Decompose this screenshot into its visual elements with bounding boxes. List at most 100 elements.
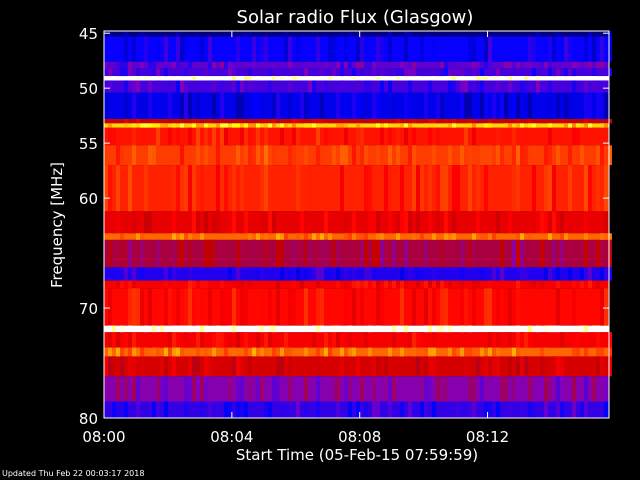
band-texture <box>448 123 452 128</box>
band-texture <box>184 80 188 93</box>
band-texture <box>276 118 280 124</box>
band-texture <box>220 80 224 93</box>
band-texture <box>392 92 396 119</box>
band-texture <box>244 31 248 37</box>
band-texture <box>604 401 608 418</box>
band-texture <box>592 376 596 402</box>
band-texture <box>576 76 580 81</box>
band-texture <box>404 325 408 333</box>
band-texture <box>516 280 520 289</box>
band-texture <box>204 211 208 234</box>
band-texture <box>136 118 140 124</box>
band-texture <box>548 36 552 62</box>
band-texture <box>416 76 420 81</box>
band-texture <box>604 288 608 326</box>
band-texture <box>128 80 132 93</box>
band-texture <box>544 376 548 402</box>
band-texture <box>164 68 168 77</box>
band-texture <box>564 123 568 128</box>
band-texture <box>432 118 436 124</box>
band-texture <box>412 31 416 37</box>
band-texture <box>600 401 604 418</box>
band-texture <box>108 356 112 377</box>
band-texture <box>108 68 112 77</box>
band-texture <box>128 239 132 268</box>
band-texture <box>244 92 248 119</box>
band-texture <box>344 347 348 357</box>
band-texture <box>488 61 492 69</box>
band-texture <box>364 61 368 69</box>
band-texture <box>120 118 124 124</box>
band-texture <box>400 347 404 357</box>
band-texture <box>168 80 172 93</box>
band-texture <box>304 123 308 128</box>
band-texture <box>220 165 224 212</box>
band-texture <box>432 325 436 333</box>
band-texture <box>444 325 448 333</box>
band-texture <box>596 165 600 212</box>
band-texture <box>432 76 436 81</box>
band-texture <box>244 332 248 348</box>
band-texture <box>584 211 588 234</box>
band-texture <box>308 165 312 212</box>
band-texture <box>140 233 144 240</box>
band-texture <box>420 347 424 357</box>
band-texture <box>136 401 140 418</box>
band-texture <box>400 61 404 69</box>
band-texture <box>596 356 600 377</box>
band-texture <box>528 118 532 124</box>
band-texture <box>352 288 356 326</box>
band-texture <box>140 61 144 69</box>
band-texture <box>200 376 204 402</box>
band-texture <box>280 401 284 418</box>
band-texture <box>440 325 444 333</box>
band-texture <box>216 325 220 333</box>
band-texture <box>164 376 168 402</box>
band-texture <box>200 288 204 326</box>
band-texture <box>248 233 252 240</box>
band-texture <box>596 61 600 69</box>
band-texture <box>384 76 388 81</box>
band-texture <box>444 288 448 326</box>
updated-footer: Updated Thu Feb 22 00:03:17 2018 <box>2 469 145 478</box>
band-texture <box>408 211 412 234</box>
band-texture <box>564 36 568 62</box>
band-texture <box>316 36 320 62</box>
band-texture <box>200 118 204 124</box>
band-texture <box>460 280 464 289</box>
band-texture <box>196 165 200 212</box>
band-texture <box>388 211 392 234</box>
frequency-band <box>104 239 612 268</box>
band-texture <box>172 239 176 268</box>
band-texture <box>368 165 372 212</box>
band-texture <box>248 68 252 77</box>
band-texture <box>224 123 228 128</box>
band-texture <box>440 68 444 77</box>
band-texture <box>256 145 260 166</box>
band-texture <box>304 68 308 77</box>
band-texture <box>268 145 272 166</box>
band-texture <box>184 61 188 69</box>
band-texture <box>312 123 316 128</box>
band-texture <box>208 123 212 128</box>
band-texture <box>484 61 488 69</box>
band-texture <box>376 76 380 81</box>
band-texture <box>556 31 560 37</box>
band-texture <box>396 76 400 81</box>
band-texture <box>128 165 132 212</box>
band-texture <box>204 68 208 77</box>
band-texture <box>296 76 300 81</box>
band-texture <box>148 123 152 128</box>
band-texture <box>224 356 228 377</box>
band-texture <box>416 31 420 37</box>
band-texture <box>604 123 608 128</box>
band-texture <box>420 36 424 62</box>
band-texture <box>528 36 532 62</box>
band-texture <box>528 401 532 418</box>
band-texture <box>108 325 112 333</box>
band-texture <box>192 31 196 37</box>
band-texture <box>212 92 216 119</box>
band-texture <box>572 347 576 357</box>
band-texture <box>256 123 260 128</box>
band-texture <box>352 347 356 357</box>
